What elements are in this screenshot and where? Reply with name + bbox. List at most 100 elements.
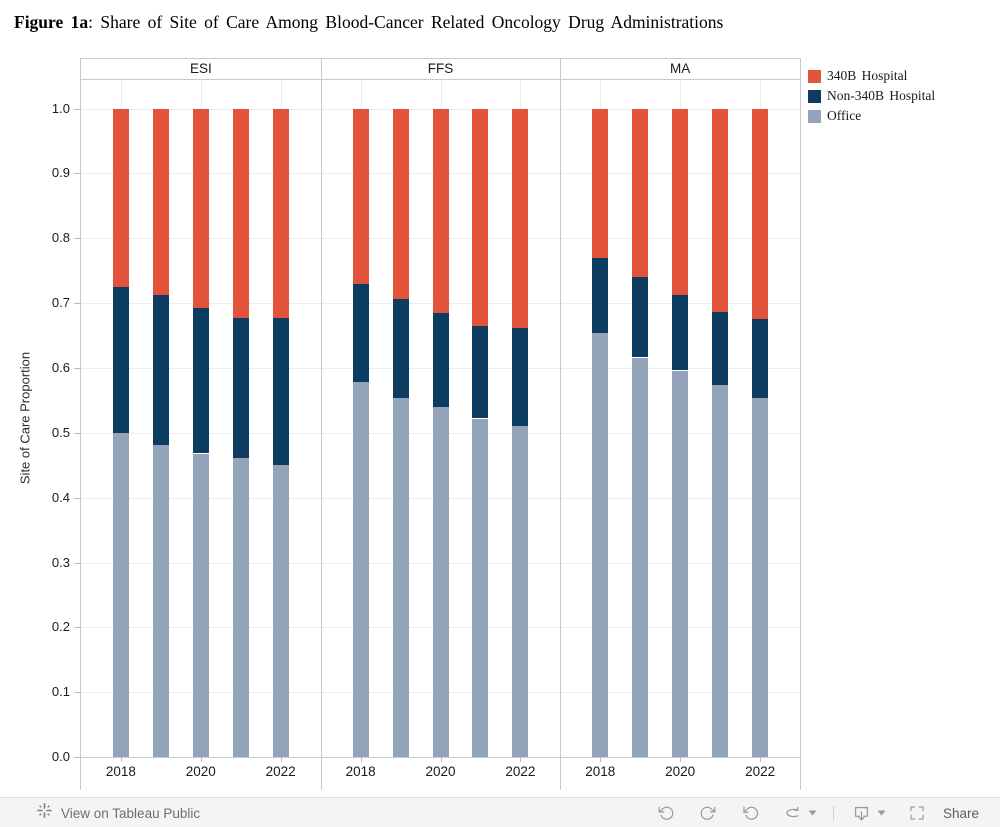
legend-label: 340B Hospital	[827, 68, 908, 83]
bar-segment[interactable]	[232, 318, 249, 459]
y-axis-tick-label: 0.6	[51, 359, 70, 375]
x-axis-label: 2020	[185, 764, 216, 779]
x-axis-label: 2022	[505, 764, 536, 779]
bar-segment[interactable]	[112, 108, 129, 287]
bar-segment[interactable]	[272, 318, 289, 465]
x-axis-tick	[600, 757, 602, 762]
bar-segment[interactable]	[632, 357, 649, 757]
x-axis-tick	[360, 757, 362, 762]
fullscreen-button[interactable]	[904, 800, 930, 826]
bar-segment[interactable]	[752, 398, 769, 757]
y-axis-tick-label: 0.9	[51, 165, 70, 181]
legend-label: Office	[827, 108, 862, 123]
bar-segment[interactable]	[112, 432, 129, 758]
y-axis-tick-label: 0.1	[51, 684, 70, 700]
bar-segment[interactable]	[672, 295, 689, 371]
download-button[interactable]	[848, 800, 874, 826]
bar-segment[interactable]	[592, 108, 609, 258]
bar-segment[interactable]	[512, 425, 529, 757]
y-axis-tick	[74, 108, 80, 110]
bar-segment[interactable]	[352, 382, 369, 757]
x-axis-label: 2022	[265, 764, 296, 779]
bar-segment[interactable]	[192, 308, 209, 454]
view-on-tableau-public-link[interactable]: View on Tableau Public	[0, 802, 200, 824]
y-axis-tick	[74, 627, 80, 629]
legend-item-office[interactable]: Office	[808, 106, 935, 126]
undo-button[interactable]	[653, 800, 679, 826]
bar-segment[interactable]	[712, 385, 729, 757]
bar-segment[interactable]	[432, 108, 449, 313]
toolbar-separator	[833, 805, 834, 821]
bar-segment[interactable]	[392, 108, 409, 299]
bar-segment[interactable]	[752, 318, 769, 399]
bar-segment[interactable]	[632, 108, 649, 278]
bar-segment[interactable]	[272, 108, 289, 318]
y-axis-tick	[74, 367, 80, 369]
refresh-dropdown-caret[interactable]	[805, 800, 819, 826]
x-axis-tick	[520, 757, 522, 762]
y-axis-tick	[74, 497, 80, 499]
bar-segment[interactable]	[512, 327, 529, 426]
x-axis-label: 2020	[665, 764, 696, 779]
y-axis-tick-label: 0.3	[51, 554, 70, 570]
x-axis-tick	[760, 757, 762, 762]
bar-segment[interactable]	[472, 108, 489, 327]
legend-swatch	[808, 109, 821, 123]
bar-segment[interactable]	[712, 108, 729, 313]
bar-segment[interactable]	[392, 397, 409, 757]
bar-segment[interactable]	[152, 445, 169, 757]
bar-segment[interactable]	[512, 108, 529, 328]
bar-segment[interactable]	[192, 453, 209, 757]
bar-segment[interactable]	[192, 108, 209, 309]
y-axis-tick-label: 0.7	[51, 295, 70, 311]
panel-header-ma: MA	[670, 61, 691, 76]
bar-segment[interactable]	[712, 312, 729, 386]
y-axis-tick	[74, 562, 80, 564]
toolbar: View on Tableau Public	[0, 797, 1000, 827]
bar-segment[interactable]	[472, 418, 489, 757]
share-button[interactable]: Share	[943, 800, 979, 826]
bar-segment[interactable]	[152, 295, 169, 446]
replay-button[interactable]	[737, 800, 763, 826]
panel-header-esi: ESI	[189, 61, 212, 76]
bar-segment[interactable]	[152, 108, 169, 296]
bar-segment[interactable]	[232, 108, 249, 318]
title-figure-label: Figure 1a	[14, 12, 89, 32]
y-axis-tick-label: 0.4	[51, 489, 70, 505]
header-bottom-line	[81, 79, 800, 80]
bar-segment[interactable]	[112, 286, 129, 433]
toolbar-buttons: Share	[653, 800, 1000, 826]
refresh-button[interactable]	[779, 800, 805, 826]
bar-segment[interactable]	[432, 406, 449, 757]
bar-segment[interactable]	[592, 257, 609, 333]
x-axis-tick	[680, 757, 682, 762]
y-axis-tick-label: 1.0	[51, 100, 70, 116]
legend-item-340b-hospital[interactable]: 340B Hospital	[808, 66, 935, 86]
y-axis-tick	[74, 238, 80, 240]
bar-segment[interactable]	[472, 326, 489, 419]
legend-swatch	[808, 89, 821, 103]
x-axis-label: 2018	[105, 764, 136, 779]
y-axis-tick	[74, 692, 80, 694]
bar-segment[interactable]	[752, 108, 769, 319]
bar-segment[interactable]	[632, 277, 649, 358]
bar-segment[interactable]	[352, 108, 369, 285]
bar-segment[interactable]	[672, 108, 689, 296]
frame-top-line	[81, 58, 800, 59]
bar-segment[interactable]	[432, 312, 449, 407]
redo-button[interactable]	[695, 800, 721, 826]
legend-label: Non-340B Hospital	[827, 88, 936, 103]
bar-segment[interactable]	[272, 464, 289, 757]
bar-segment[interactable]	[672, 370, 689, 757]
download-dropdown-caret[interactable]	[874, 800, 888, 826]
bar-segment[interactable]	[392, 298, 409, 398]
bar-segment[interactable]	[352, 284, 369, 383]
panel-separator	[560, 58, 561, 790]
bar-segment[interactable]	[232, 458, 249, 757]
legend: 340B Hospital Non-340B Hospital Office	[808, 66, 935, 126]
title-text: : Share of Site of Care Among Blood-Canc…	[88, 12, 724, 32]
bar-segment[interactable]	[592, 332, 609, 757]
y-axis-tick-label: 0.5	[51, 424, 70, 440]
legend-item-non-340b-hospital[interactable]: Non-340B Hospital	[808, 86, 935, 106]
